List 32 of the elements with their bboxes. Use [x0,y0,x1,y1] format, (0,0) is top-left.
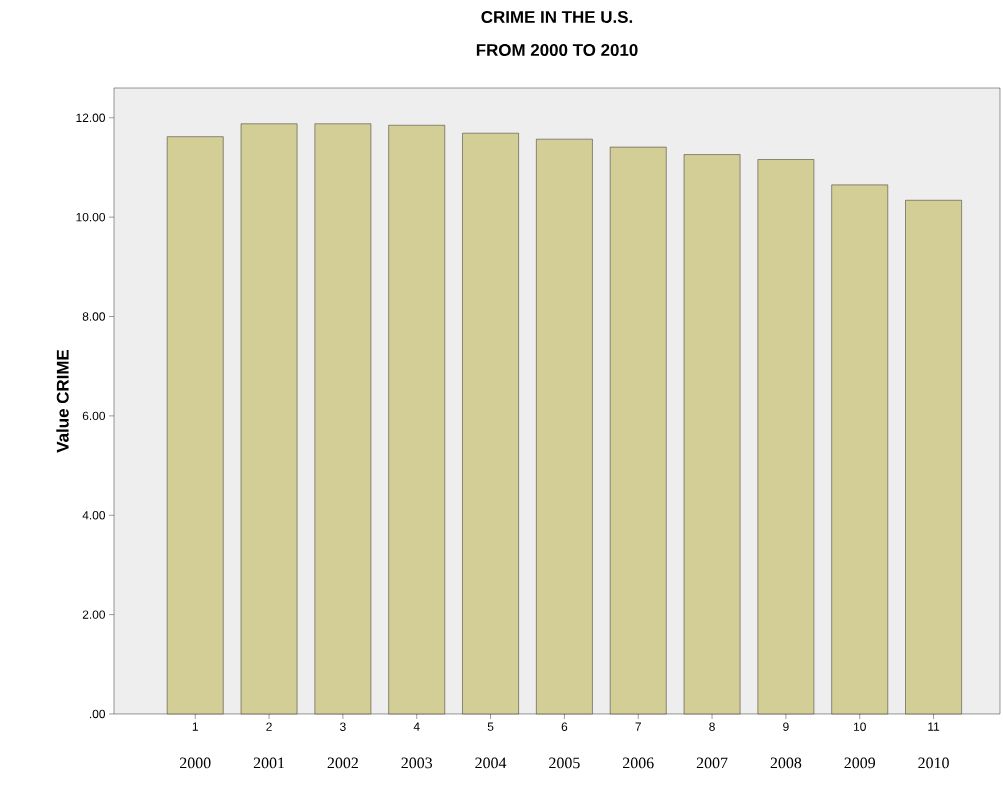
x-tick-label: 2 [266,722,272,731]
x-tick-label: 10 [853,722,866,731]
text: 2009 [844,757,876,769]
text: 2007 [696,757,728,769]
chart-subtitle: FROM 2000 TO 2010 [476,43,638,56]
y-tick-label: .00 [89,709,106,719]
x-tick-label: 9 [783,722,789,731]
text: 2006 [622,757,654,769]
chart-title: CRIME IN THE U.S. [481,10,633,23]
text: 2004 [475,757,507,769]
y-tick-label: 2.00 [82,610,106,619]
y-tick-label: 6.00 [82,411,106,421]
y-tick-label: 8.00 [82,312,106,321]
x-tick-label: 6 [561,722,568,731]
x-tick-label: 5 [487,722,494,731]
text: 2000 [179,757,211,769]
y-tick-label: 12.00 [76,113,106,123]
y-tick-label: 4.00 [82,511,106,520]
text: 2008 [770,757,802,769]
text: 2001 [253,757,285,769]
x-tick-label: 8 [709,722,715,731]
x-tick-label: 3 [340,722,346,731]
x-tick-label: 11 [928,722,940,731]
x-tick-label: 7 [635,722,641,731]
x-tick-label: 1 [192,722,198,731]
text: 2005 [549,757,580,769]
text: 2010 [918,757,949,769]
y-tick-label: 10.00 [76,212,106,222]
text: 2002 [327,757,358,769]
y-axis-title: Value CRIME [56,349,69,453]
x-tick-label: 4 [413,722,420,731]
text: 2003 [401,757,433,769]
